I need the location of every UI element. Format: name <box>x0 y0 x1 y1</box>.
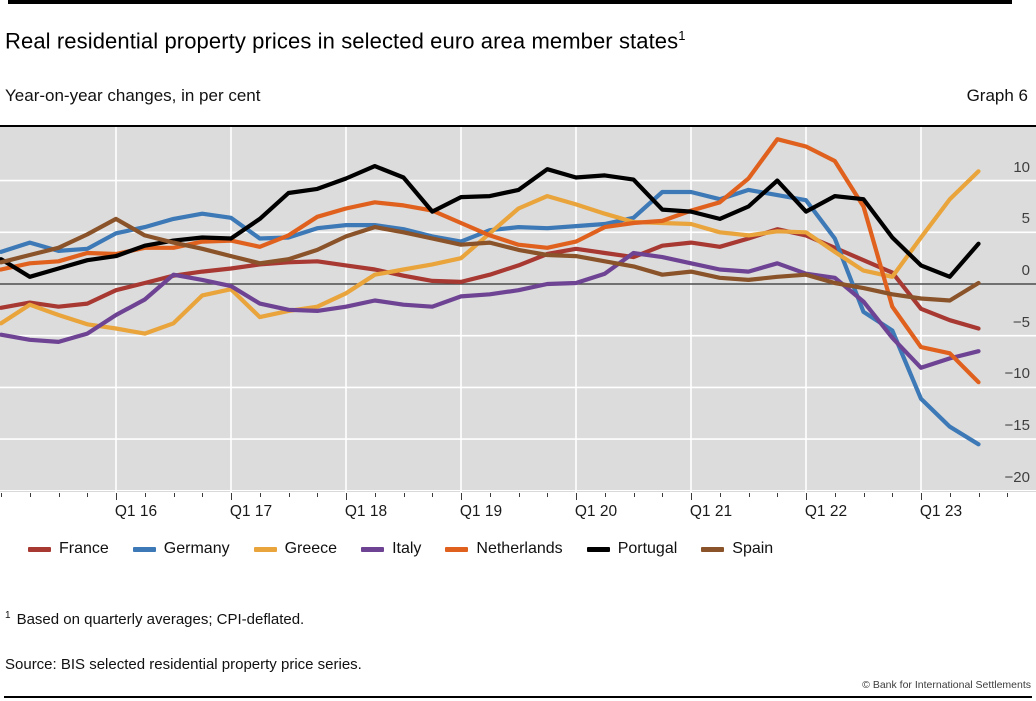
legend-item-netherlands: Netherlands <box>445 540 563 558</box>
y-axis-label-5: 5 <box>1021 210 1030 228</box>
x-tick-minor <box>58 493 60 497</box>
x-tick-major <box>461 493 462 500</box>
y-axis-label--20: −20 <box>1004 468 1030 486</box>
x-axis-label-Q1-23: Q1 23 <box>919 503 963 520</box>
y-axis-label--15: −15 <box>1004 417 1030 435</box>
x-axis-label-Q1-19: Q1 19 <box>459 503 503 520</box>
x-tick-minor <box>288 493 290 497</box>
x-tick-minor <box>403 493 405 497</box>
x-tick-minor <box>547 493 549 497</box>
legend-item-portugal: Portugal <box>586 540 678 558</box>
footnote-marker: 1 <box>5 610 11 621</box>
x-axis-label-Q1-20: Q1 20 <box>574 503 618 520</box>
x-tick-minor <box>202 493 204 497</box>
x-tick-minor <box>863 493 865 497</box>
legend-swatch-netherlands <box>445 546 469 552</box>
x-tick-minor <box>1007 493 1009 497</box>
legend-item-germany: Germany <box>132 540 230 558</box>
x-tick-major <box>231 493 232 500</box>
x-tick-minor <box>892 493 894 497</box>
y-axis-label--5: −5 <box>1012 313 1030 331</box>
legend-label-italy: Italy <box>392 540 422 557</box>
x-tick-minor <box>949 493 951 497</box>
x-tick-minor <box>432 493 434 497</box>
x-tick-minor <box>719 493 721 497</box>
x-tick-minor <box>87 493 89 497</box>
x-tick-minor <box>662 493 664 497</box>
x-tick-minor <box>1 493 2 497</box>
x-tick-minor <box>317 493 319 497</box>
x-axis-label-Q1-18: Q1 18 <box>344 503 388 520</box>
x-tick-minor <box>173 493 175 497</box>
chart-legend: France Germany Greece Italy Netherlands Portu… <box>28 540 1008 558</box>
legend-label-spain: Spain <box>732 540 774 557</box>
x-tick-major <box>691 493 692 500</box>
x-tick-minor <box>834 493 836 497</box>
x-tick-minor <box>633 493 635 497</box>
y-axis-label-0: 0 <box>1021 262 1030 279</box>
legend-swatch-portugal <box>586 546 610 552</box>
series-line-spain <box>0 216 981 303</box>
x-axis-label-Q1-21: Q1 21 <box>689 503 733 520</box>
series-line-portugal <box>0 163 981 279</box>
x-tick-major <box>116 493 117 500</box>
x-tick-minor <box>29 493 31 497</box>
legend-item-italy: Italy <box>361 540 421 558</box>
header: Real residential property prices in sele… <box>5 28 1028 54</box>
copyright-notice: © Bank for International Settlements <box>862 679 1031 691</box>
x-tick-minor <box>777 493 779 497</box>
chart-plot-area: 10 5 0 −5 −10 −15 −20 <box>0 125 1036 492</box>
legend-label-france: France <box>59 540 109 557</box>
chart-canvas <box>0 127 1036 492</box>
x-axis-label-Q1-22: Q1 22 <box>804 503 848 520</box>
graph-number-label: Graph 6 <box>966 86 1028 105</box>
top-rule <box>8 0 1012 4</box>
legend-label-netherlands: Netherlands <box>476 540 563 557</box>
legend-label-germany: Germany <box>163 540 230 557</box>
legend-item-greece: Greece <box>253 540 338 558</box>
x-tick-minor <box>518 493 520 497</box>
bottom-rule <box>4 696 1032 698</box>
x-axis: Q1 16 Q1 17 Q1 18 Q1 19 Q1 20 Q1 21 Q1 22 Q1 23 <box>0 493 1036 533</box>
series-line-germany <box>0 187 981 447</box>
source-line: Source: BIS selected residential propert… <box>5 656 362 673</box>
x-tick-minor <box>259 493 261 497</box>
legend-swatch-germany <box>132 546 156 552</box>
x-tick-major <box>576 493 577 500</box>
subtitle-row: Year-on-year changes, in per cent Graph … <box>5 86 1028 106</box>
x-tick-minor <box>489 493 491 497</box>
x-tick-minor <box>374 493 376 497</box>
x-tick-minor <box>748 493 750 497</box>
page-title-text: Real residential property prices in sele… <box>5 28 679 54</box>
x-tick-minor <box>604 493 606 497</box>
legend-swatch-italy <box>361 546 385 552</box>
legend-label-portugal: Portugal <box>617 540 678 557</box>
x-tick-minor <box>978 493 980 497</box>
page-title: Real residential property prices in sele… <box>5 28 1028 54</box>
legend-swatch-france <box>28 546 51 552</box>
page-title-footnote-marker: 1 <box>678 28 686 43</box>
x-axis-label-Q1-17: Q1 17 <box>229 503 273 520</box>
footnote: 1 Based on quarterly averages; CPI-deflat… <box>5 610 304 628</box>
x-tick-major <box>346 493 347 500</box>
x-tick-major <box>921 493 922 500</box>
y-axis-unit-label: Year-on-year changes, in per cent <box>5 86 261 105</box>
footnote-text: Based on quarterly averages; CPI-deflate… <box>16 611 305 628</box>
legend-item-spain: Spain <box>701 540 773 558</box>
x-axis-label-Q1-16: Q1 16 <box>114 503 158 520</box>
legend-swatch-spain <box>701 546 725 552</box>
legend-label-greece: Greece <box>284 540 338 557</box>
y-axis-label-10: 10 <box>1013 158 1030 176</box>
x-tick-major <box>806 493 807 500</box>
legend-item-france: France <box>28 540 109 558</box>
series-line-netherlands <box>0 137 981 385</box>
x-tick-minor <box>144 493 146 497</box>
series-line-italy <box>0 250 981 370</box>
y-axis-label--10: −10 <box>1004 365 1030 383</box>
legend-swatch-greece <box>253 546 277 552</box>
